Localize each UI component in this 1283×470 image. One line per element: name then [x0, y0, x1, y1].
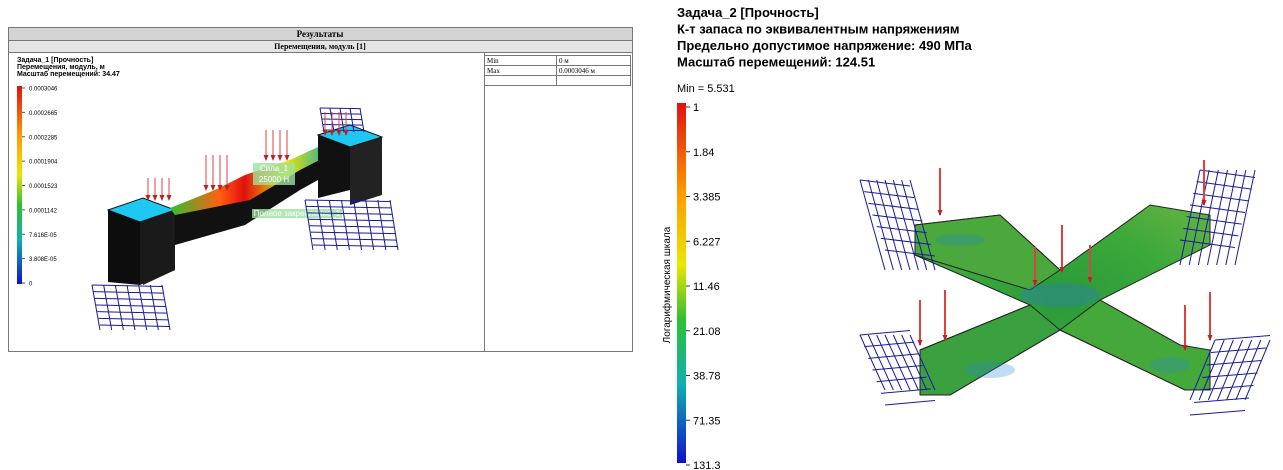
legend-label: 0.0001142 — [29, 208, 58, 214]
legend-label: 131.3 — [693, 460, 721, 470]
table-cell: Max — [487, 67, 500, 75]
window-header: Результаты — [297, 29, 344, 39]
load-arrow-head — [1208, 335, 1213, 341]
legend-label: 1 — [693, 102, 699, 114]
legend-label: 6.227 — [693, 236, 721, 248]
legend-label: 0.0001523 — [29, 184, 58, 190]
fixture-mesh — [1215, 336, 1270, 341]
legend-label: 0.0003046 — [29, 87, 58, 93]
screen: Результаты Перемещения, модуль [1] Min 0… — [0, 0, 1283, 470]
fixture-mesh — [877, 377, 927, 382]
info-line: К-т запаса по эквивалентным напряжениям — [677, 22, 960, 37]
color-bar — [677, 103, 686, 463]
fixture-mesh — [885, 401, 935, 406]
legend-label: 1.84 — [693, 147, 714, 159]
fixture-mesh — [873, 215, 923, 221]
legend-label: 3.808E-05 — [29, 257, 57, 263]
legend-label: 3.385 — [693, 192, 721, 204]
info-line: Масштаб перемещений: 34.47 — [17, 70, 120, 78]
info-line: Задача_1 [Прочность] — [17, 57, 93, 64]
table-cell: 0.0003046 м — [559, 67, 596, 75]
info-line: Масштаб перемещений: 124.51 — [677, 55, 875, 70]
min-label: Min = 5.531 — [677, 83, 735, 95]
legend-label: 0.0002665 — [29, 111, 58, 117]
fixture-mesh — [322, 119, 362, 120]
legend-label: 38.78 — [693, 371, 721, 383]
fixture-mesh — [873, 366, 923, 371]
results-view-2: Min = 5.531 Логарифмическая шкала — [661, 83, 735, 463]
fixture-mesh — [1217, 170, 1237, 265]
load-arrow-head — [918, 340, 923, 346]
legend-label: 0.0002285 — [29, 135, 58, 141]
color-bar — [17, 86, 22, 284]
scale-label: Логарифмическая шкала — [661, 226, 673, 343]
info-line: Предельно допустимое напряжение: 490 МПа — [677, 38, 972, 53]
info-line: Задача_2 [Прочность] — [677, 5, 819, 20]
legend-label: 71.35 — [693, 415, 721, 427]
table-cell: Min — [487, 57, 499, 65]
legend-label: 7.616E-05 — [29, 233, 57, 239]
model-cross — [860, 160, 1270, 415]
fixture-mesh — [860, 331, 910, 336]
legend-label: 0.0001904 — [29, 160, 58, 166]
table-cell: 0 м — [559, 57, 569, 65]
annotation: 25000 Н — [259, 175, 289, 184]
window-subheader: Перемещения, модуль [1] — [274, 42, 366, 51]
fixture-mesh — [1226, 170, 1246, 265]
info-line: Перемещения, модуль, м — [17, 64, 105, 71]
fixture-mesh — [323, 125, 363, 126]
fixture-mesh — [1190, 411, 1245, 416]
legend-label: 11.46 — [693, 281, 720, 293]
load-arrow-head — [938, 210, 943, 216]
legend-label: 21.08 — [693, 326, 721, 338]
fixture-mesh — [1235, 170, 1255, 265]
fixture-mesh — [1194, 398, 1249, 403]
fixture-mesh — [1203, 373, 1258, 378]
annotation: Сила_1 — [260, 164, 289, 173]
